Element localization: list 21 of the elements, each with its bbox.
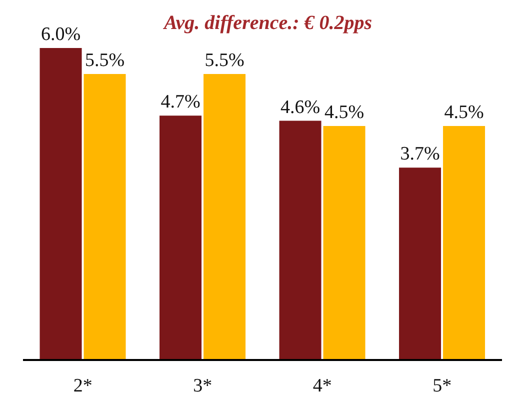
data-label: 4.6% xyxy=(280,96,320,118)
data-label: 5.5% xyxy=(204,50,244,71)
bar xyxy=(279,120,322,360)
data-label: 5.5% xyxy=(84,50,125,71)
bar xyxy=(160,116,202,360)
chart-title: Avg. difference.: € 0.2pps xyxy=(164,12,372,34)
data-label: 6.0% xyxy=(40,24,81,45)
x-tick-label: 2* xyxy=(73,375,92,396)
bar xyxy=(443,126,486,360)
bar xyxy=(84,74,126,360)
x-tick-label: 5* xyxy=(432,375,452,396)
x-tick-label: 4* xyxy=(312,375,332,396)
data-label: 4.5% xyxy=(324,102,364,123)
bar xyxy=(40,48,82,360)
x-tick-label: 3* xyxy=(193,375,212,396)
data-label: 3.7% xyxy=(400,144,440,165)
bar xyxy=(204,74,246,360)
data-label: 4.5% xyxy=(444,102,484,123)
bar xyxy=(323,126,366,360)
bar xyxy=(399,168,442,360)
data-label: 4.7% xyxy=(160,92,200,113)
